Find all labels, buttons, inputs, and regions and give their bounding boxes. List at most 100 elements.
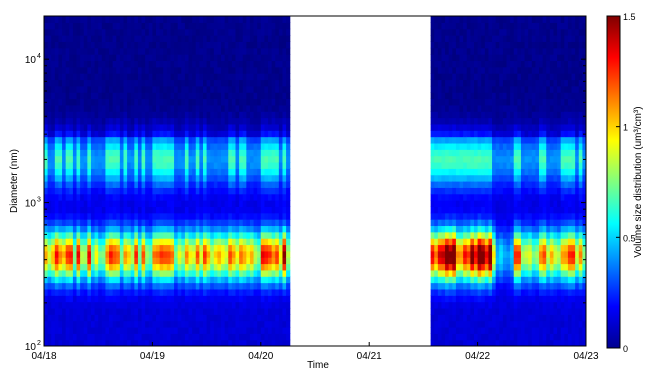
heatmap-cell [65, 219, 70, 227]
heatmap-cell [217, 231, 222, 239]
heatmap-cell [137, 142, 143, 150]
heatmap-cell [499, 35, 504, 42]
heatmap-cell [206, 168, 211, 176]
heatmap-cell [105, 168, 110, 176]
heatmap-cell [72, 314, 78, 322]
heatmap-cell [202, 168, 208, 176]
heatmap-cell [264, 168, 269, 176]
heatmap-cell [257, 123, 262, 131]
heatmap-cell [275, 142, 280, 150]
heatmap-cell [213, 16, 219, 23]
heatmap-cell [228, 142, 233, 150]
heatmap-cell [127, 41, 132, 49]
heatmap-cell [152, 168, 157, 176]
heatmap-cell [72, 181, 78, 188]
heatmap-cell [177, 288, 182, 296]
heatmap-cell [181, 104, 186, 112]
heatmap-cell [192, 301, 197, 309]
heatmap-cell [492, 320, 497, 328]
heatmap-cell [445, 244, 450, 252]
heatmap-cell [98, 123, 103, 131]
heatmap-cell [44, 263, 49, 271]
heatmap-cell [47, 47, 52, 55]
heatmap-cell [481, 257, 486, 265]
heatmap-cell [286, 238, 291, 246]
heatmap-cell [188, 73, 193, 81]
heatmap-cell [101, 155, 107, 163]
heatmap-cell [202, 47, 208, 55]
heatmap-cell [54, 238, 60, 246]
heatmap-cell [477, 244, 482, 252]
heatmap-cell [170, 16, 175, 23]
heatmap-cell [195, 92, 200, 100]
heatmap-cell [260, 206, 266, 214]
heatmap-cell [231, 60, 237, 68]
heatmap-cell [62, 155, 67, 163]
heatmap-cell [166, 28, 172, 36]
heatmap-cell [62, 104, 67, 112]
heatmap-cell [528, 136, 533, 144]
heatmap-cell [253, 85, 258, 93]
heatmap-cell [184, 200, 190, 207]
heatmap-cell [477, 295, 482, 303]
heatmap-cell [58, 73, 63, 81]
heatmap-cell [231, 288, 237, 296]
heatmap-cell [58, 206, 63, 214]
heatmap-cell [495, 123, 500, 131]
heatmap-cell [109, 244, 114, 252]
heatmap-cell [246, 136, 251, 144]
heatmap-cell [473, 200, 479, 207]
heatmap-cell [119, 142, 125, 150]
heatmap-cell [152, 320, 157, 328]
heatmap-cell [524, 35, 529, 42]
heatmap-cell [239, 117, 244, 125]
heatmap-cell [72, 41, 78, 49]
heatmap-cell [109, 181, 114, 188]
heatmap-cell [246, 320, 251, 328]
heatmap-cell [271, 22, 276, 30]
heatmap-cell [510, 282, 515, 290]
heatmap-cell [495, 225, 500, 233]
heatmap-cell [452, 60, 457, 68]
heatmap-cell [224, 161, 229, 169]
heatmap-cell [174, 320, 179, 328]
heatmap-cell [481, 168, 486, 176]
heatmap-cell [488, 130, 493, 138]
heatmap-cell [513, 288, 518, 296]
heatmap-cell [499, 60, 504, 68]
heatmap-cell [257, 155, 262, 163]
heatmap-cell [448, 16, 453, 23]
heatmap-cell [105, 219, 110, 227]
heatmap-cell [109, 206, 114, 214]
heatmap-cell [452, 98, 457, 106]
heatmap-cell [257, 238, 262, 246]
heatmap-cell [510, 22, 515, 30]
heatmap-cell [217, 187, 222, 195]
heatmap-cell [69, 244, 74, 252]
heatmap-cell [264, 295, 269, 303]
heatmap-cell [116, 250, 121, 258]
heatmap-cell [217, 35, 222, 42]
heatmap-cell [130, 200, 135, 207]
heatmap-cell [224, 28, 229, 36]
heatmap-cell [257, 41, 262, 49]
heatmap-cell [145, 136, 150, 144]
heatmap-cell [499, 212, 504, 220]
heatmap-cell [268, 219, 273, 227]
heatmap-cell [87, 98, 92, 106]
heatmap-cell [62, 66, 67, 74]
heatmap-cell [477, 231, 482, 239]
heatmap-cell [481, 339, 486, 346]
heatmap-cell [159, 123, 164, 131]
heatmap-cell [499, 295, 504, 303]
heatmap-cell [123, 98, 128, 106]
heatmap-cell [123, 238, 128, 246]
heatmap-cell [228, 276, 233, 284]
heatmap-cell [137, 104, 143, 112]
heatmap-cell [174, 238, 179, 246]
heatmap-cell [249, 193, 255, 201]
heatmap-cell [437, 187, 443, 195]
heatmap-cell [90, 161, 96, 169]
heatmap-cell [466, 206, 471, 214]
heatmap-cell [199, 326, 204, 334]
